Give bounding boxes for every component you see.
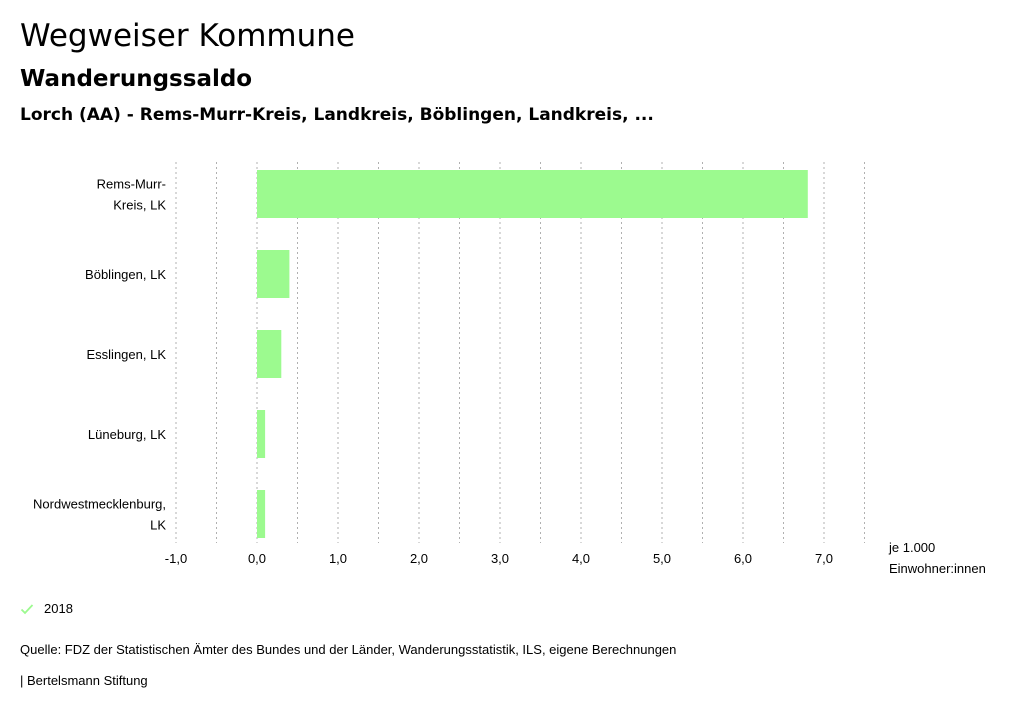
category-label: Lüneburg, LK (88, 427, 166, 442)
legend-label[interactable]: 2018 (44, 601, 73, 616)
x-tick-labels: -1,0 0,0 1,0 2,0 3,0 4,0 5,0 6,0 7,0 (165, 551, 833, 566)
category-label: Böblingen, LK (85, 267, 166, 282)
bar (257, 330, 282, 378)
page-title: Wegweiser Kommune (20, 18, 355, 54)
x-tick-label: 6,0 (734, 551, 752, 566)
x-axis-label: je 1.000 Einwohner:innen (888, 540, 986, 576)
bar (257, 410, 266, 458)
region-label: Lorch (AA) - Rems-Murr-Kreis, Landkreis,… (20, 105, 654, 125)
x-tick-label: 1,0 (329, 551, 347, 566)
x-tick-label: 0,0 (248, 551, 266, 566)
x-tick-label: 7,0 (815, 551, 833, 566)
bar (257, 490, 266, 538)
x-tick-label: 2,0 (410, 551, 428, 566)
credit-note: | Bertelsmann Stiftung (20, 673, 148, 688)
chart-subtitle: Wanderungssaldo (20, 66, 253, 92)
source-note: Quelle: FDZ der Statistischen Ämter des … (20, 642, 677, 657)
x-axis-label-line: je 1.000 (888, 540, 935, 555)
x-tick-label: 3,0 (491, 551, 509, 566)
category-label: Rems-Murr-Kreis, LK (97, 177, 167, 213)
x-tick-label: 4,0 (572, 551, 590, 566)
category-labels: Rems-Murr-Kreis, LK Böblingen, LK Esslinge… (33, 177, 166, 533)
x-tick-label: 5,0 (653, 551, 671, 566)
x-tick-label: -1,0 (165, 551, 187, 566)
category-label: Esslingen, LK (87, 347, 167, 362)
bar-chart: Rems-Murr-Kreis, LK Böblingen, LK Esslinge… (33, 162, 986, 576)
category-label: Nordwestmecklenburg, LK (33, 497, 166, 533)
x-axis-label-line: Einwohner:innen (889, 561, 986, 576)
legend[interactable]: 2018 (20, 601, 73, 616)
bar (257, 250, 290, 298)
check-icon[interactable] (20, 602, 34, 616)
bars (257, 170, 808, 538)
bar (257, 170, 808, 218)
